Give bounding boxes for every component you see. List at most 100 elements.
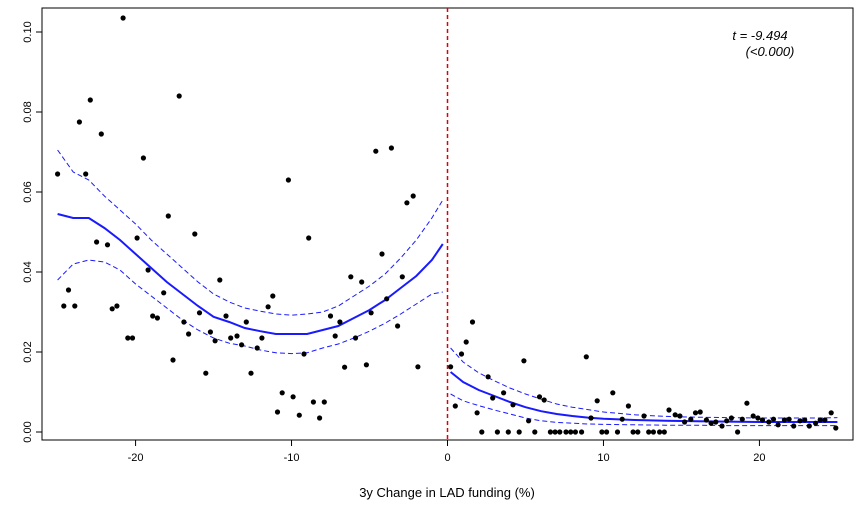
data-point [55, 171, 61, 177]
x-axis: -20 -10 0 10 20 [128, 440, 766, 464]
data-point [501, 390, 507, 396]
y-tick-label: 0.06 [22, 181, 34, 202]
fit-lines [57, 149, 838, 427]
data-point [196, 310, 203, 316]
data-point [306, 235, 312, 241]
data-point [521, 358, 527, 364]
data-point [817, 417, 823, 423]
data-point [719, 423, 725, 429]
data-point [672, 412, 678, 418]
data-point [563, 429, 569, 435]
data-point [321, 399, 327, 405]
scatter-points [55, 15, 839, 435]
x-tick-label: 20 [753, 452, 765, 464]
data-point [114, 303, 120, 309]
data-point [415, 364, 421, 370]
data-point [536, 394, 543, 400]
data-point [547, 429, 554, 435]
data-point [557, 429, 563, 435]
data-point [775, 422, 781, 428]
data-point [207, 329, 213, 335]
data-point [290, 394, 296, 400]
data-point [641, 413, 647, 419]
data-point [697, 409, 703, 415]
data-point [646, 429, 652, 435]
y-tick-label: 0.00 [22, 421, 34, 442]
data-point [759, 417, 766, 423]
data-point [395, 323, 401, 329]
data-point [682, 419, 688, 425]
data-point [223, 313, 229, 319]
data-point [87, 97, 93, 103]
data-point [150, 313, 156, 319]
data-point [490, 395, 496, 401]
data-point [692, 410, 699, 416]
data-point [212, 338, 218, 344]
data-point [630, 429, 636, 435]
data-point [463, 339, 469, 345]
data-point [265, 304, 271, 310]
fit-left-lower-ci [57, 259, 443, 355]
data-point [359, 279, 365, 285]
data-point [368, 310, 374, 316]
fit-right-upper-ci [450, 347, 838, 419]
data-point [526, 418, 532, 424]
data-point [635, 429, 641, 435]
data-point [243, 319, 249, 325]
data-point [708, 420, 714, 426]
data-point [786, 416, 792, 422]
data-point [452, 403, 458, 409]
data-point [588, 415, 594, 421]
data-point [404, 200, 410, 206]
data-point [373, 148, 379, 154]
data-point [806, 423, 812, 429]
data-point [583, 354, 589, 360]
data-point [165, 213, 171, 219]
data-point [384, 296, 390, 302]
y-tick-label: 0.08 [22, 101, 34, 122]
data-point [510, 402, 516, 408]
data-point [750, 413, 756, 419]
data-point [579, 429, 585, 435]
data-point [469, 319, 476, 325]
data-point [813, 420, 819, 426]
data-point [104, 242, 111, 248]
data-point [677, 413, 683, 419]
data-point [713, 419, 719, 425]
data-point [94, 239, 100, 245]
fit-left-line [57, 213, 444, 335]
fit-left-upper-ci [57, 149, 444, 316]
y-axis: 0.00 0.02 0.04 0.06 0.08 0.10 [22, 21, 42, 443]
data-point [161, 290, 167, 296]
data-point [802, 417, 808, 423]
data-point [181, 319, 187, 325]
data-point [833, 425, 839, 431]
data-point [388, 145, 394, 151]
data-point [285, 177, 291, 183]
data-point [604, 429, 610, 435]
x-tick-label: -20 [128, 452, 144, 464]
data-point [739, 416, 745, 422]
data-point [192, 231, 198, 237]
data-point [770, 416, 777, 422]
fit-right-lower-ci [450, 393, 838, 427]
data-point [254, 345, 260, 351]
data-point [657, 429, 663, 435]
data-point [274, 409, 281, 415]
data-point [363, 362, 369, 368]
data-point [494, 429, 500, 435]
data-point [120, 15, 126, 21]
data-point [650, 429, 657, 435]
data-point [568, 429, 574, 435]
data-point [791, 423, 797, 429]
data-point [724, 418, 730, 424]
annotation-pvalue: (<0.000) [746, 44, 795, 59]
data-point [379, 251, 385, 257]
data-point [186, 331, 192, 337]
data-point [594, 398, 600, 404]
data-point [76, 119, 82, 125]
data-point [614, 429, 621, 435]
data-point [755, 415, 761, 421]
data-point [301, 351, 307, 357]
data-point [61, 303, 67, 309]
